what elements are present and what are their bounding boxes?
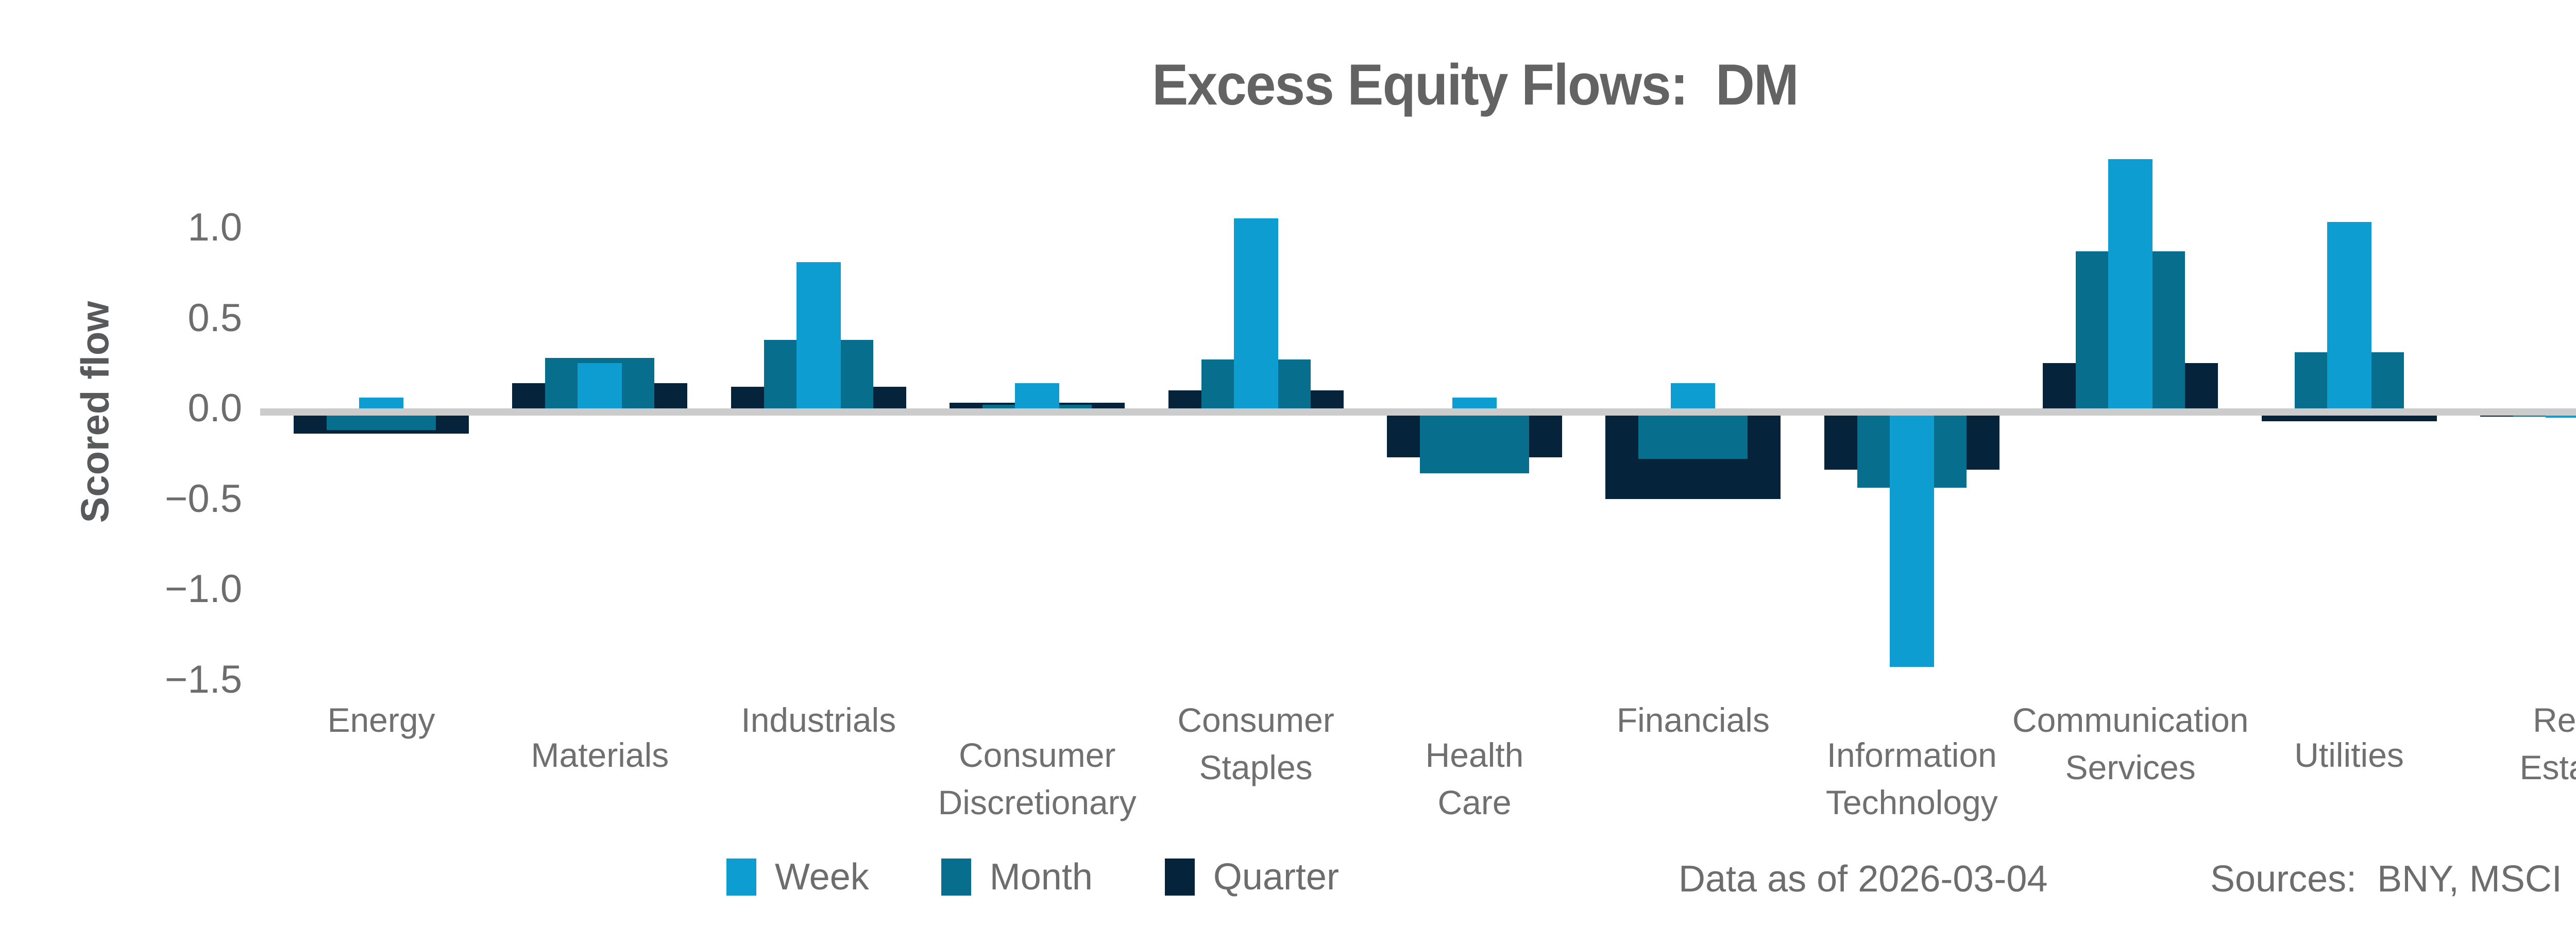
legend-swatch-week — [726, 859, 756, 896]
x-label-health-care: Health Care — [1425, 736, 1524, 821]
zero-baseline — [260, 408, 2576, 416]
bar-week-consumer-discretionary — [1015, 383, 1060, 408]
bar-month-energy — [327, 416, 436, 431]
legend-item-month: Month — [941, 856, 1093, 898]
x-label-utilities: Utilities — [2294, 736, 2404, 774]
bar-week-energy — [359, 397, 403, 408]
legend-swatch-quarter — [1164, 859, 1195, 896]
x-label-real-estate: RealEstate — [2519, 701, 2576, 786]
legend-swatch-month — [941, 859, 971, 896]
legend-label-month: Month — [989, 856, 1093, 898]
x-label-information-technology: Information Technology — [1825, 736, 1998, 821]
legend-label-quarter: Quarter — [1213, 856, 1339, 898]
chart-title: Excess Equity Flows: DM — [1152, 53, 1799, 117]
x-label-consumer-discretionary: Consumer Discretionary — [938, 736, 1137, 821]
bar-week-financials — [1671, 383, 1716, 408]
data-as-of-note: Data as of 2026-03-04 — [1679, 859, 2048, 900]
y-tick-label-1.0: 1.0 — [188, 205, 242, 249]
bar-month-real-estate — [2513, 416, 2576, 417]
bar-week-materials — [578, 363, 622, 408]
sources-note: Sources: BNY, MSCI — [2210, 859, 2562, 900]
x-label-communication-services: Communication Services — [2012, 701, 2249, 786]
x-label-materials: Materials — [531, 736, 669, 774]
legend: Week Month Quarter — [726, 856, 1339, 898]
bar-month-health-care — [1420, 416, 1529, 474]
x-label-industrials: Industrials — [741, 701, 896, 739]
bar-week-utilities — [2327, 222, 2371, 408]
y-tick-label-−0.5: −0.5 — [164, 476, 242, 521]
bar-week-real-estate — [2546, 416, 2576, 418]
y-tick-label-0.5: 0.5 — [188, 296, 242, 340]
bar-week-consumer-staples — [1233, 218, 1278, 408]
legend-item-quarter: Quarter — [1164, 856, 1339, 898]
bar-week-communication-services — [2108, 159, 2153, 408]
legend-item-week: Week — [726, 856, 869, 898]
y-tick-label-0.0: 0.0 — [188, 386, 242, 430]
bar-month-financials — [1638, 416, 1748, 459]
y-tick-label-−1.5: −1.5 — [164, 657, 242, 701]
x-label-financials: Financials — [1616, 701, 1770, 739]
x-label-energy: Energy — [327, 701, 435, 739]
bar-week-health-care — [1452, 397, 1497, 408]
x-label-consumer-staples: Consumer Staples — [1177, 701, 1334, 786]
bar-week-information-technology — [1889, 416, 1934, 667]
bar-quarter-utilities — [2261, 416, 2437, 421]
y-tick-label-−1.0: −1.0 — [164, 567, 242, 611]
bar-week-industrials — [796, 262, 841, 408]
legend-label-week: Week — [775, 856, 869, 898]
